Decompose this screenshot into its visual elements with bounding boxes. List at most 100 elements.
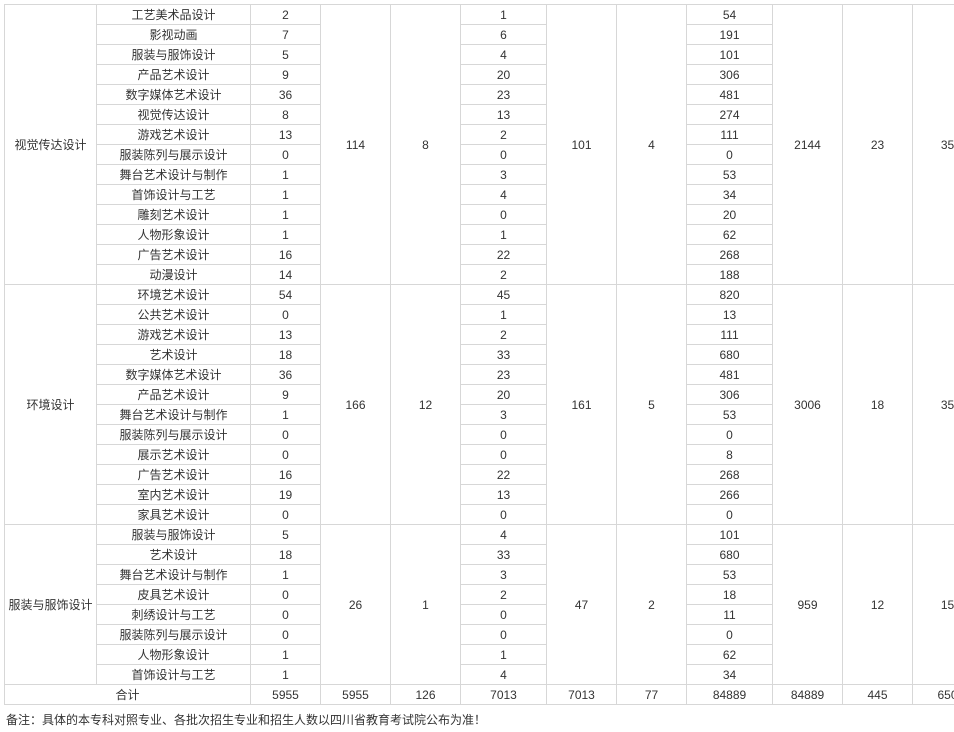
major-name: 人物形象设计 (97, 225, 251, 245)
cell: 0 (251, 585, 321, 605)
merged-cell: 1 (391, 525, 461, 685)
cell: 4 (461, 665, 547, 685)
cell: 36 (251, 365, 321, 385)
cell: 84889 (687, 685, 773, 705)
cell: 8 (251, 105, 321, 125)
merged-cell: 166 (321, 285, 391, 525)
cell: 7013 (461, 685, 547, 705)
major-name: 人物形象设计 (97, 645, 251, 665)
major-name: 游戏艺术设计 (97, 125, 251, 145)
cell: 1 (461, 5, 547, 25)
merged-cell: 114 (321, 5, 391, 285)
cell: 5955 (251, 685, 321, 705)
merged-cell: 15 (913, 525, 954, 685)
merged-cell: 959 (773, 525, 843, 685)
cell: 4 (461, 45, 547, 65)
cell: 18 (251, 545, 321, 565)
footer-note: 备注：具体的本专科对照专业、各批次招生专业和招生人数以四川省教育考试院公布为准！ (4, 705, 950, 728)
merged-cell: 8 (391, 5, 461, 285)
cell: 7 (251, 25, 321, 45)
cell: 111 (687, 125, 773, 145)
cell: 306 (687, 65, 773, 85)
cell: 0 (687, 425, 773, 445)
cell: 16 (251, 465, 321, 485)
major-name: 产品艺术设计 (97, 385, 251, 405)
cell: 0 (461, 505, 547, 525)
cell: 0 (687, 505, 773, 525)
major-name: 产品艺术设计 (97, 65, 251, 85)
cell: 62 (687, 645, 773, 665)
merged-cell: 5 (617, 285, 687, 525)
major-name: 舞台艺术设计与制作 (97, 405, 251, 425)
cell: 22 (461, 245, 547, 265)
cell: 5 (251, 525, 321, 545)
cell: 268 (687, 245, 773, 265)
group-name: 环境设计 (5, 285, 97, 525)
major-name: 雕刻艺术设计 (97, 205, 251, 225)
cell: 0 (251, 445, 321, 465)
cell: 6 (461, 25, 547, 45)
cell: 14 (251, 265, 321, 285)
cell: 820 (687, 285, 773, 305)
cell: 5 (251, 45, 321, 65)
cell: 0 (461, 605, 547, 625)
cell: 18 (687, 585, 773, 605)
cell: 33 (461, 345, 547, 365)
cell: 20 (461, 385, 547, 405)
cell: 20 (461, 65, 547, 85)
major-name: 游戏艺术设计 (97, 325, 251, 345)
cell: 13 (461, 105, 547, 125)
cell: 0 (461, 145, 547, 165)
cell: 0 (251, 425, 321, 445)
cell: 23 (461, 365, 547, 385)
major-name: 艺术设计 (97, 545, 251, 565)
major-name: 影视动画 (97, 25, 251, 45)
major-name: 广告艺术设计 (97, 465, 251, 485)
major-name: 服装与服饰设计 (97, 525, 251, 545)
cell: 13 (251, 125, 321, 145)
cell: 481 (687, 365, 773, 385)
merged-cell: 26 (321, 525, 391, 685)
cell: 0 (687, 145, 773, 165)
cell: 0 (687, 625, 773, 645)
merged-cell: 4 (617, 5, 687, 285)
cell: 36 (251, 85, 321, 105)
cell: 0 (251, 625, 321, 645)
cell: 188 (687, 265, 773, 285)
cell: 84889 (773, 685, 843, 705)
table-row: 环境设计环境艺术设计541661245161582030061835 (5, 285, 954, 305)
merged-cell: 3006 (773, 285, 843, 525)
cell: 445 (843, 685, 913, 705)
totals-row: 合计5955595512670137013778488984889445650 (5, 685, 954, 705)
cell: 0 (461, 625, 547, 645)
major-name: 服装陈列与展示设计 (97, 425, 251, 445)
cell: 1 (251, 185, 321, 205)
merged-cell: 12 (391, 285, 461, 525)
cell: 1 (251, 225, 321, 245)
cell: 34 (687, 665, 773, 685)
cell: 13 (687, 305, 773, 325)
major-name: 皮具艺术设计 (97, 585, 251, 605)
cell: 4 (461, 185, 547, 205)
merged-cell: 23 (843, 5, 913, 285)
cell: 1 (461, 225, 547, 245)
major-name: 舞台艺术设计与制作 (97, 565, 251, 585)
totals-label: 合计 (5, 685, 251, 705)
cell: 3 (461, 405, 547, 425)
major-name: 舞台艺术设计与制作 (97, 165, 251, 185)
major-name: 服装陈列与展示设计 (97, 625, 251, 645)
cell: 0 (251, 145, 321, 165)
cell: 2 (251, 5, 321, 25)
major-name: 数字媒体艺术设计 (97, 85, 251, 105)
major-name: 公共艺术设计 (97, 305, 251, 325)
cell: 53 (687, 165, 773, 185)
merged-cell: 35 (913, 285, 954, 525)
cell: 126 (391, 685, 461, 705)
major-name: 首饰设计与工艺 (97, 665, 251, 685)
cell: 0 (461, 445, 547, 465)
cell: 2 (461, 125, 547, 145)
cell: 101 (687, 525, 773, 545)
cell: 19 (251, 485, 321, 505)
major-name: 服装与服饰设计 (97, 45, 251, 65)
cell: 1 (251, 665, 321, 685)
